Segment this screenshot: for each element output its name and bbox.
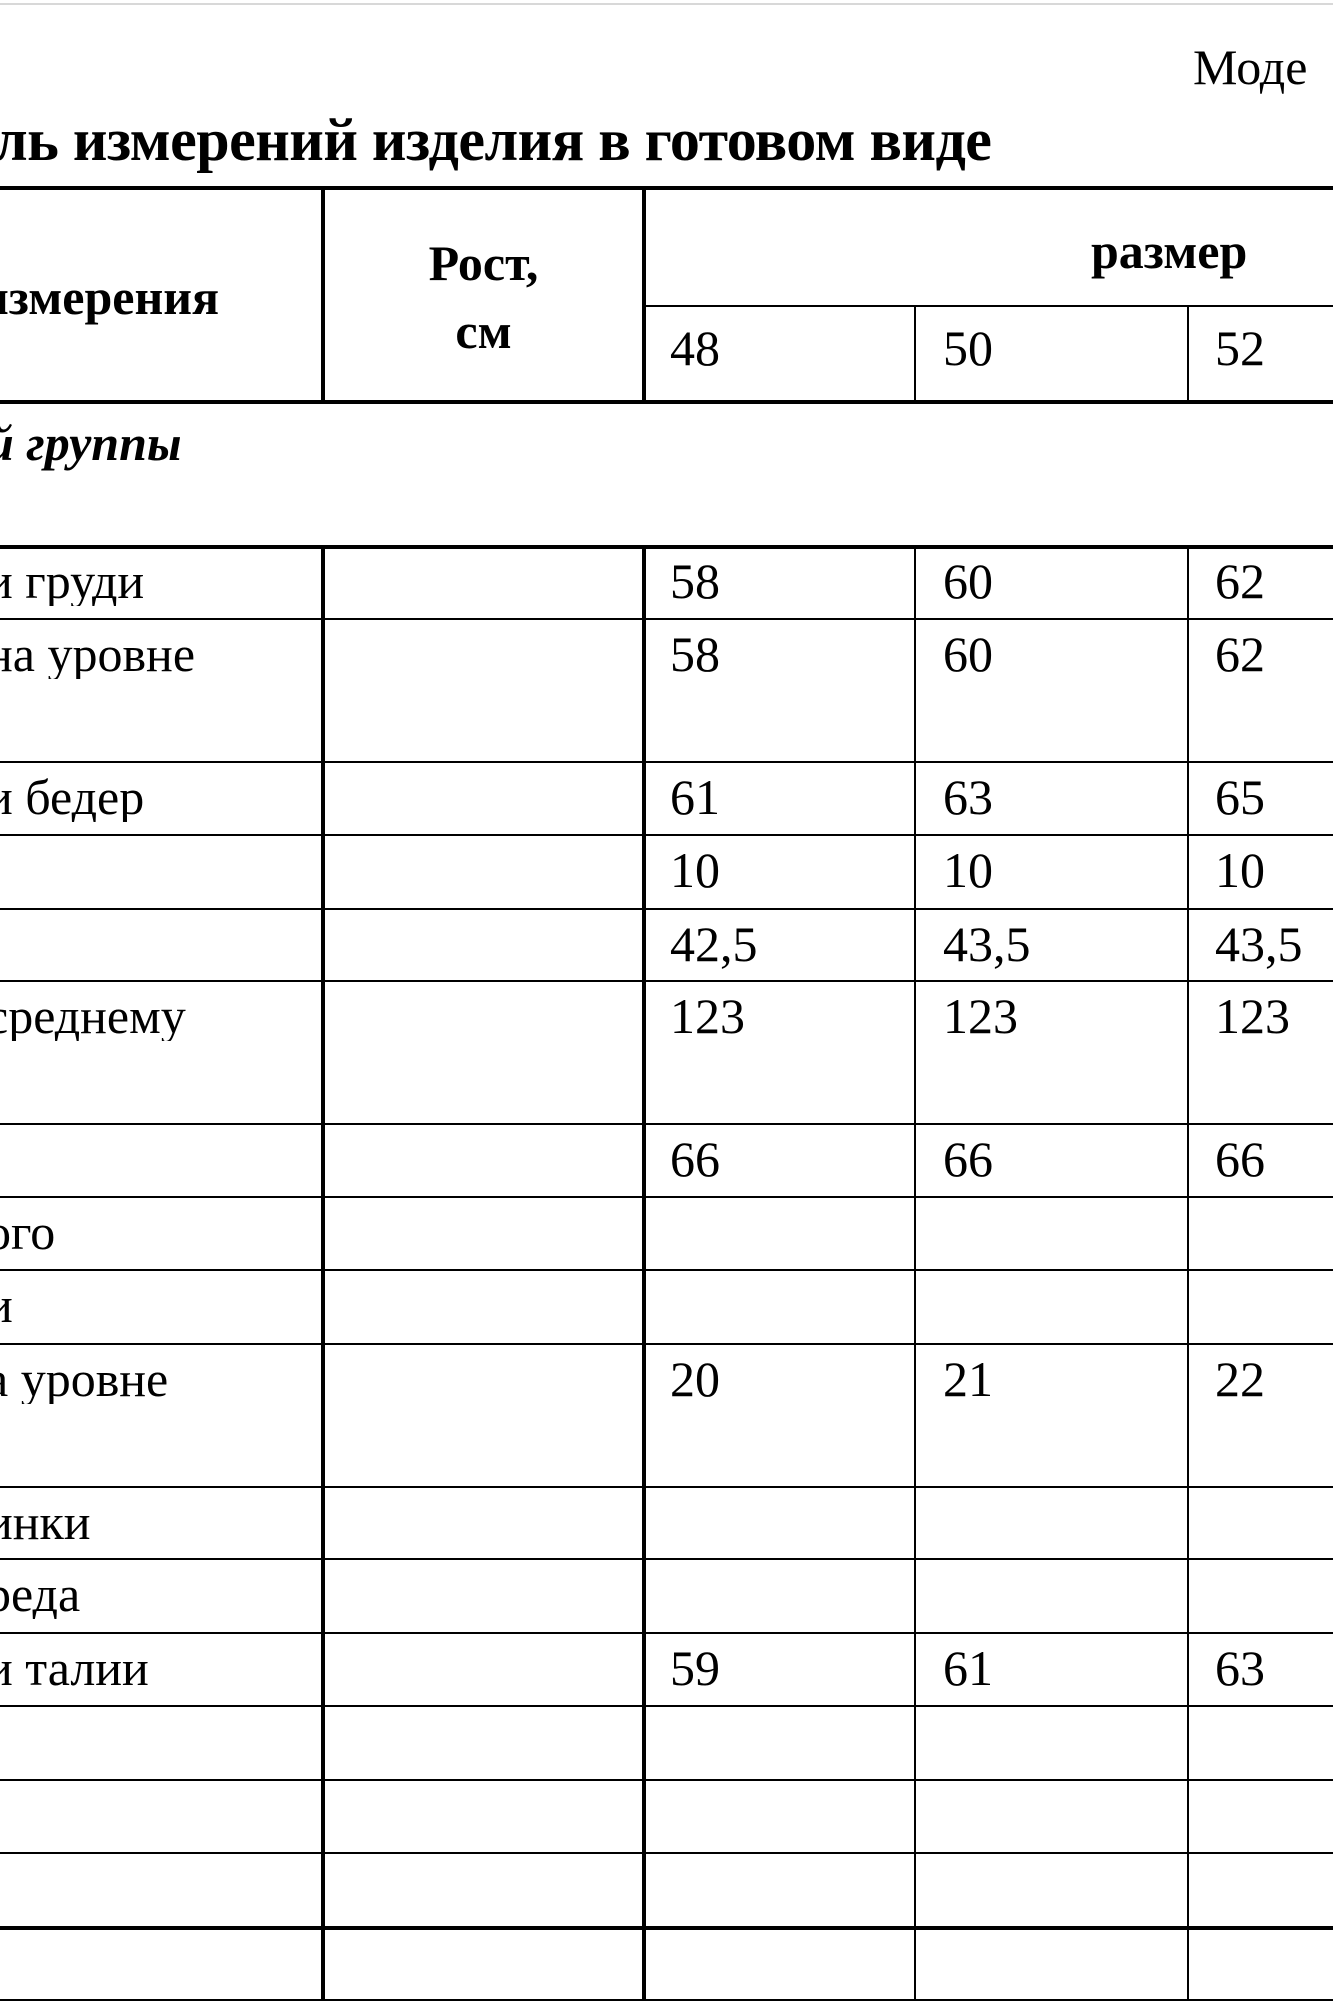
- row-value: 58: [670, 553, 720, 609]
- row-label: ого: [0, 1207, 56, 1257]
- row-value: 21: [943, 1351, 993, 1407]
- column-line: [321, 546, 325, 2000]
- row-label: и: [0, 1280, 315, 1330]
- row-line: [0, 618, 1333, 620]
- column-line: [914, 546, 916, 2000]
- row-value: 10: [1215, 842, 1265, 898]
- row-line: [0, 908, 1333, 910]
- header-height-line1: Рост,: [428, 235, 539, 291]
- header-size: 50: [943, 320, 993, 376]
- row-label: на уровне: [0, 629, 196, 679]
- column-line: [914, 305, 916, 402]
- row-value: 123: [943, 988, 1018, 1044]
- group-label: й группы: [0, 415, 182, 471]
- row-line: [0, 1269, 1333, 1271]
- header-measure: измерения: [0, 269, 220, 325]
- row-line: [0, 761, 1333, 763]
- row-value: 61: [943, 1640, 993, 1696]
- row-value: 60: [943, 553, 993, 609]
- row-label: реда: [0, 1569, 81, 1619]
- row-line: [0, 1196, 1333, 1198]
- row-value: 66: [670, 1131, 720, 1187]
- header-bottom-border: [0, 400, 1333, 404]
- header-size-group: размер: [1091, 223, 1248, 279]
- row-line: [0, 1632, 1333, 1634]
- row-value: 123: [670, 988, 745, 1044]
- row-line: [0, 980, 1333, 982]
- row-value: 10: [670, 842, 720, 898]
- row-line: [0, 1558, 1333, 1560]
- document-title: ль измерений изделия в готовом виде: [0, 107, 992, 173]
- row-value: 58: [670, 626, 720, 682]
- row-value: 63: [1215, 1640, 1265, 1696]
- column-line: [1187, 305, 1189, 402]
- row-value: 62: [1215, 553, 1265, 609]
- row-value: 10: [943, 842, 993, 898]
- top-border: [0, 3, 1333, 5]
- column-line: [642, 186, 646, 402]
- model-label: Моде: [1193, 39, 1308, 95]
- row-line: [0, 1852, 1333, 1854]
- row-line: [0, 1343, 1333, 1345]
- table-top-border: [0, 186, 1333, 190]
- row-label: и талии: [0, 1643, 149, 1693]
- column-line: [321, 186, 325, 402]
- row-line: [0, 1926, 1333, 1930]
- row-value: 59: [670, 1640, 720, 1696]
- row-value: 61: [670, 769, 720, 825]
- row-value: 63: [943, 769, 993, 825]
- row-line: [0, 1779, 1333, 1781]
- row-value: 65: [1215, 769, 1265, 825]
- column-line: [642, 546, 646, 2000]
- header-height-line2: см: [455, 303, 512, 359]
- header-size: 52: [1215, 320, 1265, 376]
- row-line: [0, 1705, 1333, 1707]
- row-value: 66: [1215, 1131, 1265, 1187]
- row-value: 42,5: [670, 916, 758, 972]
- row-label: инки: [0, 1497, 91, 1547]
- row-value: 60: [943, 626, 993, 682]
- row-line: [0, 834, 1333, 836]
- row-line: [0, 545, 1333, 549]
- row-line: [0, 1123, 1333, 1125]
- row-label: а уровне: [0, 1354, 169, 1404]
- row-value: 66: [943, 1131, 993, 1187]
- row-value: 20: [670, 1351, 720, 1407]
- row-value: 43,5: [943, 916, 1031, 972]
- header-subrow-line: [644, 305, 1333, 307]
- row-line: [0, 1486, 1333, 1488]
- row-label: и груди: [0, 556, 145, 606]
- row-value: 43,5: [1215, 916, 1303, 972]
- row-value: 62: [1215, 626, 1265, 682]
- column-line: [1187, 546, 1189, 2000]
- row-value: 22: [1215, 1351, 1265, 1407]
- row-label: среднему: [0, 991, 186, 1041]
- header-size: 48: [670, 320, 720, 376]
- row-value: 123: [1215, 988, 1290, 1044]
- row-label: и бедер: [0, 772, 145, 822]
